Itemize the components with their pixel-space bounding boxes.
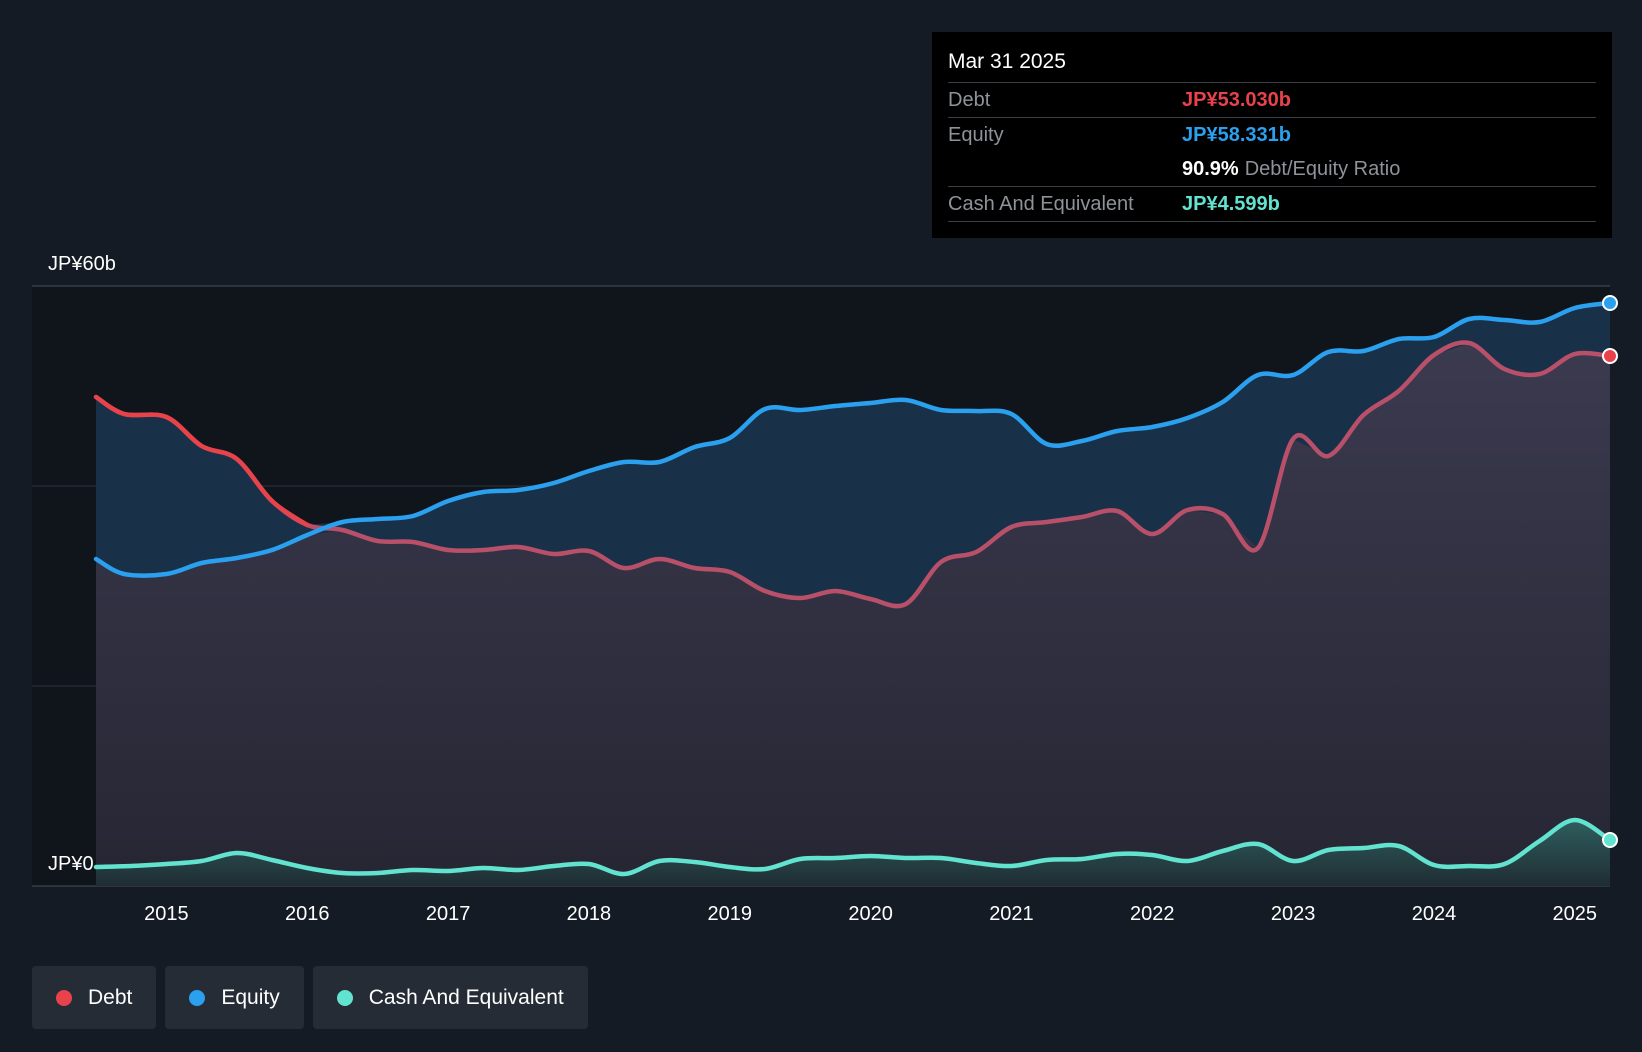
y-tick-label-0: JP¥0: [48, 853, 94, 875]
legend-item-cash[interactable]: Cash And Equivalent: [312, 966, 588, 1029]
tooltip-ratio-row: 90.9% Debt/Equity Ratio: [948, 152, 1596, 187]
x-tick-label-2016: 2016: [285, 903, 330, 925]
cash-end-marker: [1602, 832, 1618, 848]
tooltip-debt-row: Debt JP¥53.030b: [948, 83, 1596, 118]
x-tick-label-2024: 2024: [1412, 903, 1457, 925]
legend-label-equity: Equity: [221, 985, 280, 1009]
tooltip-ratio-spacer: [948, 152, 1182, 186]
debt-end-marker: [1602, 348, 1618, 364]
x-tick-label-2020: 2020: [848, 903, 893, 925]
y-tick-label-60: JP¥60b: [48, 253, 116, 275]
legend-dot-cash-icon: [336, 989, 353, 1006]
tooltip: Mar 31 2025 Debt JP¥53.030b Equity JP¥58…: [932, 32, 1612, 238]
tooltip-ratio-label: Debt/Equity Ratio: [1244, 158, 1401, 180]
legend: Debt Equity Cash And Equivalent: [32, 966, 588, 1029]
legend-label-cash: Cash And Equivalent: [368, 985, 564, 1009]
equity-line: [93, 300, 1613, 578]
legend-dot-debt-icon: [56, 989, 72, 1006]
legend-item-debt[interactable]: Debt: [32, 966, 157, 1029]
tooltip-equity-value: JP¥58.331b: [1182, 124, 1291, 146]
x-tick-label-2023: 2023: [1271, 903, 1316, 925]
equity-excess-area: [96, 303, 1610, 604]
equity-end-marker: [1602, 295, 1618, 311]
tooltip-debt-label: Debt: [948, 89, 991, 111]
tooltip-cash-value: JP¥4.599b: [1182, 193, 1280, 215]
legend-dot-equity-icon: [189, 989, 206, 1006]
tooltip-debt-value: JP¥53.030b: [1182, 89, 1291, 111]
x-tick-label-2018: 2018: [567, 903, 612, 925]
x-tick-label-2025: 2025: [1553, 903, 1598, 925]
tooltip-date: Mar 31 2025: [948, 42, 1596, 83]
x-tick-label-2021: 2021: [989, 903, 1034, 925]
tooltip-equity-label: Equity: [948, 124, 1004, 146]
legend-item-equity[interactable]: Equity: [165, 966, 304, 1029]
x-tick-label-2022: 2022: [1130, 903, 1175, 925]
legend-label-debt: Debt: [88, 985, 133, 1009]
base-area: [96, 343, 1610, 886]
x-tick-label-2015: 2015: [144, 903, 189, 925]
tooltip-ratio-value: 90.9%: [1182, 158, 1239, 180]
tooltip-cash-row: Cash And Equivalent JP¥4.599b: [948, 187, 1596, 222]
debt-line: [93, 340, 1613, 609]
x-tick-label-2017: 2017: [426, 903, 471, 925]
debt-line-highlight: [93, 394, 310, 528]
tooltip-equity-row: Equity JP¥58.331b: [948, 118, 1596, 152]
cash-line: [93, 817, 1613, 877]
x-tick-label-2019: 2019: [708, 903, 753, 925]
tooltip-cash-label: Cash And Equivalent: [948, 193, 1134, 215]
